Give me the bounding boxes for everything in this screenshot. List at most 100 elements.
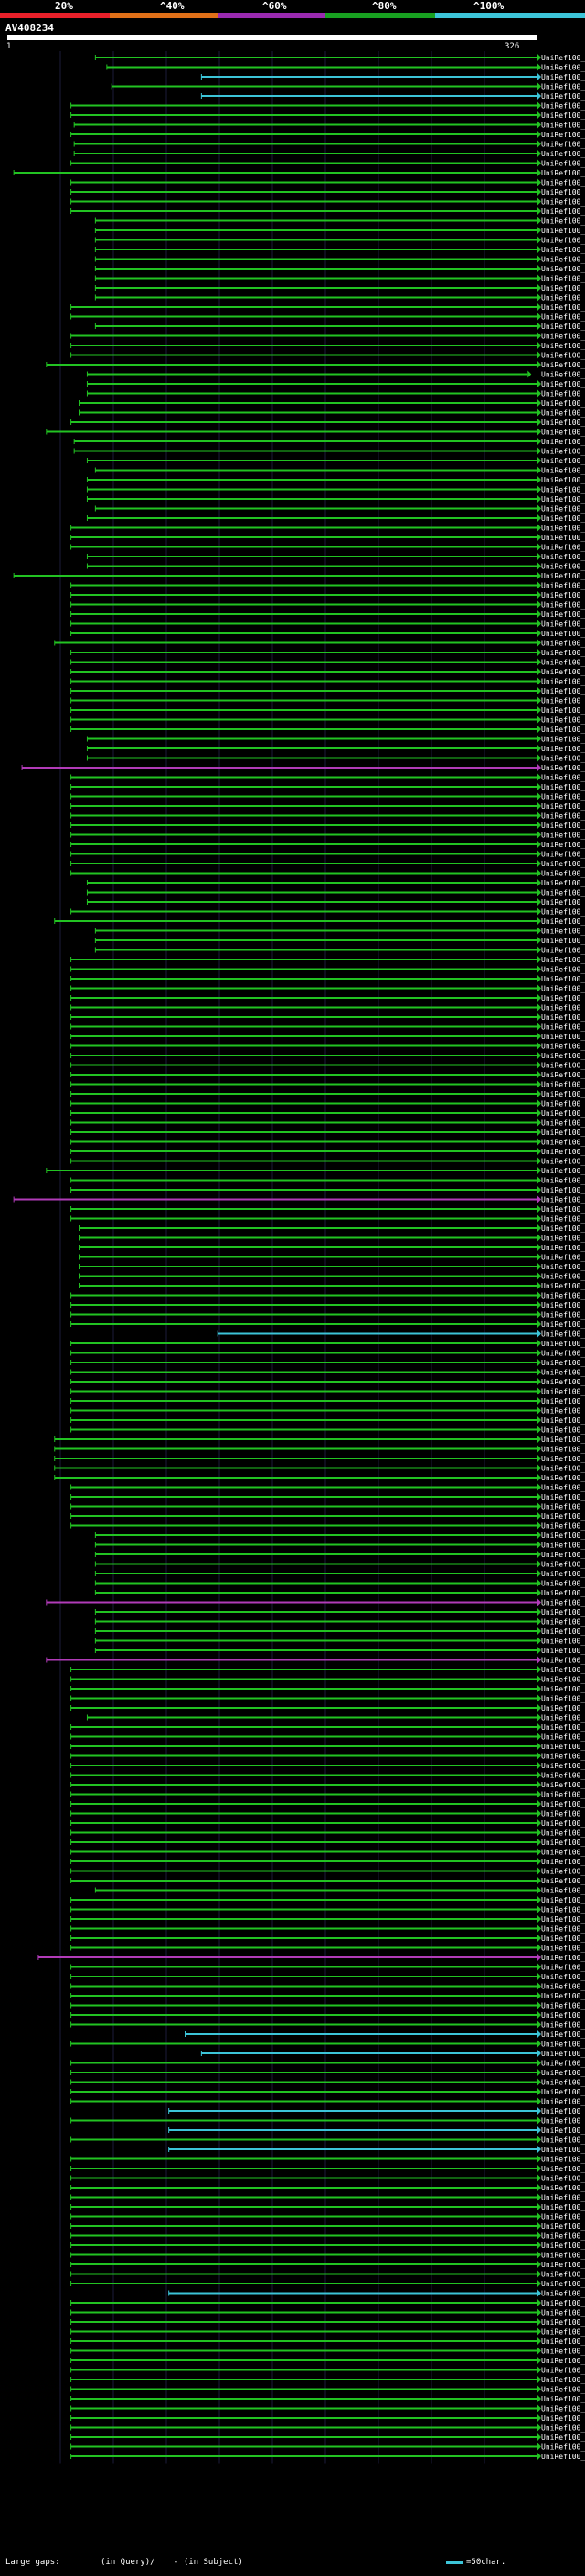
hit-label[interactable]: UniRef100_Q9AVM1 [541, 1090, 585, 1098]
hit-label[interactable]: UniRef100_O64636-2 [541, 736, 585, 744]
hit-label[interactable]: UniRef100_A7QW19 [541, 83, 585, 91]
hit-label[interactable]: UniRef100_B9P5W6 [541, 1235, 585, 1243]
hit-label[interactable]: UniRef100_Q67WM6 [541, 1810, 585, 1818]
hit-label[interactable]: UniRef100_B8LQB6 [541, 1148, 585, 1156]
hit-label[interactable]: UniRef100_Q9C649 [541, 1455, 585, 1463]
hit-label[interactable]: UniRef100_Q33AM5 [541, 793, 585, 801]
hit-label[interactable]: UniRef100_B9HFV6 [541, 313, 585, 322]
hit-label[interactable]: UniRef100_Q6S513 [541, 2213, 585, 2221]
hit-label[interactable]: UniRef100_B6SUJ1 [541, 275, 585, 283]
hit-label[interactable]: UniRef100_Q9AV89 [541, 985, 585, 993]
hit-label[interactable]: UniRef100_Q33AU0 [541, 1503, 585, 1511]
hit-label[interactable]: UniRef100_B9SB73 [541, 812, 585, 821]
hit-label[interactable]: UniRef100_B9N7D9 [541, 1244, 585, 1252]
hit-label[interactable]: UniRef100_A7PEZ8 [541, 1983, 585, 1991]
hit-label[interactable]: UniRef100_B9SJB6 [541, 659, 585, 667]
hit-label[interactable]: UniRef100_A7P4B7 [541, 1676, 585, 1684]
hit-label[interactable]: UniRef100_B9TDE8 [541, 1215, 585, 1224]
hit-label[interactable]: UniRef100_Q9LIP6 [541, 265, 585, 273]
hit-label[interactable]: UniRef100_UP1000... [541, 1369, 585, 1377]
hit-label[interactable]: UniRef100_A7PEZ9 [541, 1973, 585, 1981]
hit-label[interactable]: UniRef100_C5WZL3 [541, 1829, 585, 1838]
hit-label[interactable]: UniRef100_UP1000... [541, 1589, 585, 1597]
hit-label[interactable]: UniRef100_A7PGR2 [541, 928, 585, 936]
hit-label[interactable]: UniRef100_C5WZX7 [541, 169, 585, 177]
hit-label[interactable]: UniRef100_Q69P71 [541, 1800, 585, 1808]
hit-label[interactable]: UniRef100_A1XE13 [541, 706, 585, 715]
hit-label[interactable]: UniRef100_A7PGP2 [541, 1330, 585, 1339]
hit-label[interactable]: UniRef100_Q10G74 [541, 448, 585, 456]
hit-label[interactable]: UniRef100_Q81970 [541, 1186, 585, 1194]
hit-label[interactable]: UniRef100_Q9C8V1 [541, 851, 585, 859]
hit-label[interactable]: UniRef100_A5B159 [541, 111, 585, 120]
hit-label[interactable]: UniRef100_A5C7X2 [541, 1733, 585, 1742]
hit-label[interactable]: UniRef100_B9SBU8 [541, 333, 585, 341]
hit-label[interactable]: UniRef100_B7EQX1 [541, 2126, 585, 2135]
hit-label[interactable]: UniRef100_Q9LTM1 [541, 2414, 585, 2422]
hit-label[interactable]: UniRef100_B6T4H6 [541, 1158, 585, 1166]
hit-label[interactable]: UniRef100_Q67WM9 [541, 2041, 585, 2049]
hit-label[interactable]: UniRef100_B6SIQ8 [541, 841, 585, 849]
hit-label[interactable]: UniRef100_B9HGE1 [541, 1407, 585, 1415]
hit-label[interactable]: UniRef100_Q7XMH1 [541, 563, 585, 571]
hit-label[interactable]: UniRef100_C5YDQ4 [541, 1205, 585, 1214]
hit-label[interactable]: UniRef100_Q9LTX9 [541, 1906, 585, 1914]
hit-label[interactable]: UniRef100_B9A917 [541, 2271, 585, 2279]
hit-label[interactable]: UniRef100_Q71KT6 [541, 2030, 585, 2039]
hit-label[interactable]: UniRef100_C5YLU1 [541, 2232, 585, 2241]
hit-label[interactable]: UniRef100_Q84WB3 [541, 399, 585, 408]
hit-label[interactable]: UniRef100_B9PEF7 [541, 668, 585, 676]
hit-label[interactable]: UniRef100_Q67WH3 [541, 2222, 585, 2231]
hit-label[interactable]: UniRef100_A1XEK5 [541, 2011, 585, 2019]
hit-label[interactable]: UniRef100_O49958 [541, 505, 585, 514]
hit-label[interactable]: UniRef100_C5Y690 [541, 1397, 585, 1405]
hit-label[interactable]: UniRef100_B9SQG5 [541, 1532, 585, 1540]
hit-label[interactable]: UniRef100_Q81973 [541, 2184, 585, 2192]
hit-label[interactable]: UniRef100_Q10Q28 [541, 898, 585, 906]
hit-label[interactable]: UniRef100_Q5QJ07 [541, 1580, 585, 1588]
hit-label[interactable]: UniRef100_A7PEC3 [541, 1723, 585, 1732]
hit-label[interactable]: UniRef100_B4FFC5 [541, 294, 585, 302]
hit-label[interactable]: UniRef100_B9FQ48 [541, 2107, 585, 2115]
hit-label[interactable]: UniRef100_B9GVN7 [541, 1311, 585, 1320]
hit-label[interactable]: UniRef100_Q1PE19 [541, 1388, 585, 1396]
hit-label[interactable]: UniRef100_A7P486 [541, 1340, 585, 1348]
hit-label[interactable]: UniRef100_Q8LQQ7 [541, 1935, 585, 1943]
hit-label[interactable]: UniRef100_A7PGR3 [541, 92, 585, 101]
hit-label[interactable]: UniRef100_A7PY30 [541, 1887, 585, 1895]
hit-label[interactable]: UniRef100_Q8VYK9 [541, 1493, 585, 1501]
hit-label[interactable]: UniRef100_C5Z515 [541, 572, 585, 580]
hit-label[interactable]: UniRef100_Q75T49 [541, 553, 585, 561]
hit-label[interactable]: UniRef100_C5WSK2 [541, 1023, 585, 1032]
hit-label[interactable]: UniRef100_B6SKH4 [541, 457, 585, 465]
hit-label[interactable]: UniRef100_A2Z1P9 [541, 1052, 585, 1060]
hit-label[interactable]: UniRef100_Q9ZPN8 [541, 380, 585, 388]
hit-label[interactable]: UniRef100_B9RE29 [541, 64, 585, 72]
hit-label[interactable]: UniRef100_A7Q388 [541, 1647, 585, 1655]
hit-label[interactable]: UniRef100_Q9FL32 [541, 390, 585, 398]
hit-label[interactable]: UniRef100_A7PY40 [541, 1167, 585, 1175]
hit-label[interactable]: UniRef100_A2ZGG4 [541, 1071, 585, 1079]
hit-label[interactable]: UniRef100_B9HFW7 [541, 237, 585, 245]
hit-label[interactable]: UniRef100_C5Y4U3 [541, 419, 585, 427]
hit-label[interactable]: UniRef100_O14782 [541, 1618, 585, 1627]
hit-label[interactable]: UniRef100_A2YFQ5 [541, 2156, 585, 2164]
hit-label[interactable]: UniRef100_B9S5P8 [541, 1542, 585, 1550]
hit-label[interactable]: UniRef100_C5XBY8 [541, 2060, 585, 2068]
hit-label[interactable]: UniRef100_O64636 [541, 745, 585, 753]
hit-label[interactable]: UniRef100_Q8W228 [541, 54, 585, 62]
hit-label[interactable]: UniRef100_C5YAH9 [541, 361, 585, 369]
hit-label[interactable]: UniRef100_B9G7N9 [541, 1964, 585, 1972]
hit-label[interactable]: UniRef100_B9T313 [541, 1945, 585, 1953]
hit-label[interactable]: UniRef100_Q01YT7 [541, 1512, 585, 1521]
hit-label[interactable]: UniRef100_B9SB72 [541, 1129, 585, 1137]
hit-label[interactable]: UniRef100_Q9LIP3 [541, 755, 585, 763]
hit-label[interactable]: UniRef100_B9RBW9 [541, 1627, 585, 1636]
hit-label[interactable]: UniRef100_B8BFY1 [541, 832, 585, 840]
hit-label[interactable]: UniRef100_Q94FM3 [541, 1263, 585, 1271]
hit-label[interactable]: UniRef100_A2Z1Q0 [541, 1896, 585, 1904]
hit-label[interactable]: UniRef100_Q6P922 [541, 1013, 585, 1022]
hit-label[interactable]: UniRef100_Q9LIP6-2 [541, 256, 585, 264]
hit-label[interactable]: UniRef100_B9FQ45 [541, 1849, 585, 1857]
hit-label[interactable]: UniRef100_Q84JR8 [541, 409, 585, 418]
